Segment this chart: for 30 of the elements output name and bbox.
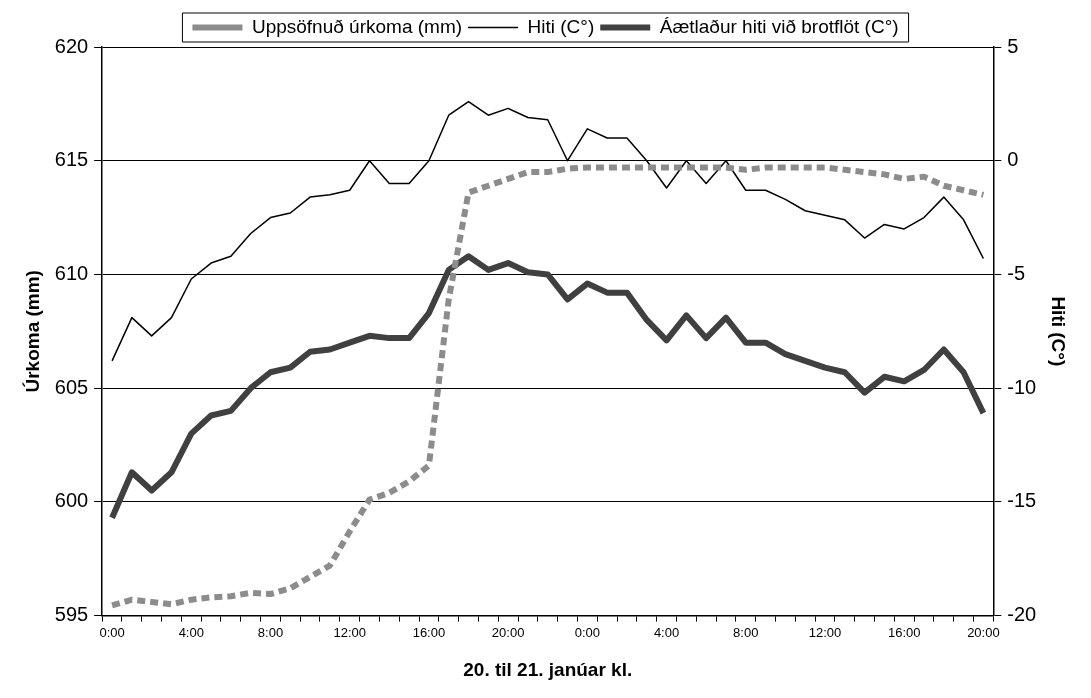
legend-label: Uppsöfnuð úrkoma (mm) — [251, 15, 463, 37]
x-tick-label: 16:00 — [887, 624, 921, 640]
y2-axis-title: Hiti (C°) — [1048, 296, 1070, 367]
y-tick-label: 595 — [54, 603, 89, 626]
x-tick-label: 0:00 — [99, 624, 125, 640]
x-tick-label: 20:00 — [491, 624, 525, 640]
x-tick-label: 20:00 — [967, 624, 1000, 640]
x-tick-label: 12:00 — [808, 624, 842, 640]
y-tick-label: 610 — [54, 261, 89, 284]
x-axis-title: 20. til 21. janúar kl. — [463, 658, 633, 680]
y-tick-label: 605 — [54, 375, 89, 398]
y2-tick-label: -20 — [1007, 603, 1037, 626]
legend-label: Áætlaður hiti við brotflöt (C°) — [659, 15, 899, 37]
y-tick-label: 600 — [54, 489, 89, 512]
y2-tick-label: -10 — [1007, 375, 1037, 398]
y2-tick-label: -5 — [1007, 261, 1026, 284]
x-tick-label: 16:00 — [412, 624, 446, 640]
x-tick-label: 8:00 — [733, 624, 759, 640]
y2-tick-label: -15 — [1007, 489, 1037, 512]
x-tick-label: 4:00 — [178, 624, 204, 640]
x-tick-label: 8:00 — [257, 624, 284, 640]
y-tick-label: 615 — [54, 148, 89, 171]
legend-label: Hiti (C°) — [527, 15, 595, 37]
y-tick-label: 620 — [54, 34, 89, 57]
x-tick-label: 0:00 — [574, 624, 600, 640]
y-axis-title: Úrkoma (mm) — [21, 270, 43, 393]
y2-tick-label: 0 — [1007, 148, 1019, 171]
x-tick-label: 12:00 — [333, 624, 366, 640]
x-tick-label: 4:00 — [653, 624, 680, 640]
y2-tick-label: 5 — [1007, 34, 1019, 57]
